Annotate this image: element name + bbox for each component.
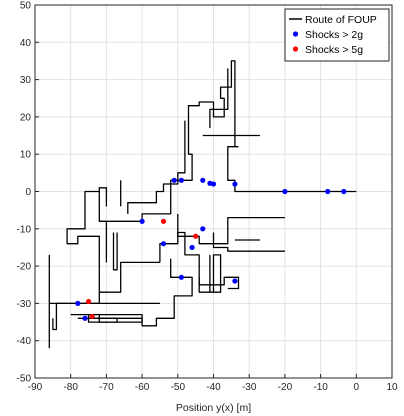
y-tick-label: -40 [17,336,32,347]
shock-2g-point [139,218,145,224]
route-segment [127,120,186,214]
shock-2g-point [189,244,195,251]
shock-point-layer [75,177,347,321]
route-segment [212,232,285,252]
route-segment [209,68,229,129]
x-tick-label: -50 [171,382,186,393]
shock-2g-point [200,226,206,232]
shock-5g-point [193,233,199,239]
y-tick-label: 10 [20,150,32,161]
shock-5g-point [160,218,167,224]
shock-2g-point [232,181,238,187]
shock-2g-point [325,188,331,195]
x-tick-label: 10 [386,382,398,393]
x-tick-label: -40 [206,382,221,393]
route-segment [66,190,160,293]
y-tick-label: -20 [17,262,32,273]
shock-2g-point [200,177,206,183]
y-tick-label: -50 [17,374,32,385]
shock-2g-point [171,177,177,183]
shock-2g-point [341,188,347,195]
shock-5g-point [89,313,95,320]
legend-label: Shocks > 5g [305,44,363,56]
route-segment [98,187,172,222]
route-segment [87,314,118,323]
shock-5g-point [85,298,92,305]
x-tick-label: -60 [135,382,150,393]
y-tick-label: 50 [20,1,32,12]
axis-ticks: -90 -80 -70 -60 -50 -40 -30 -20 -10 0 10 50 40 30 20 10… [17,1,398,394]
route-segment [77,258,193,327]
y-tick-label: 0 [25,187,31,198]
y-tick-label: -30 [17,299,32,310]
route-segment [99,220,108,263]
route-segment [70,313,143,323]
x-tick-label: -80 [63,382,78,393]
route-segment [112,232,118,271]
y-tick-label: 20 [20,112,32,123]
x-tick-label: -20 [278,382,293,393]
shock-2g-point [282,188,288,195]
shock-2g-point [178,274,184,280]
x-tick-label: -30 [242,382,257,393]
x-tick-label: -90 [28,382,43,393]
legend-box [284,8,390,62]
legend-label: Shocks > 2g [305,29,363,41]
x-tick-label: 0 [354,382,360,393]
shock-2g-point [75,300,81,306]
legend-label: Route of FOUP [305,14,377,26]
shock-2g-point [82,315,88,321]
y-tick-label: -10 [17,224,32,235]
x-axis-label: Position y(x) [m] [176,402,251,414]
legend: Route of FOUP Shocks > 2g Shocks > 5g [284,8,390,62]
x-tick-label: -70 [99,382,114,393]
shock-2g-point [178,177,184,183]
shock-2g-point [232,278,238,284]
route-segment [198,254,222,293]
y-tick-label: 30 [20,75,32,86]
shock-2g-point [160,241,167,247]
y-tick-label: 40 [20,38,32,49]
x-tick-label: -10 [313,382,328,393]
route-segment [52,292,100,331]
route-line-layer [48,60,357,349]
legend-dot-swatch [292,46,299,52]
legend-dot-swatch [292,31,299,37]
route-segment [227,146,357,193]
shock-2g-point [207,180,213,186]
